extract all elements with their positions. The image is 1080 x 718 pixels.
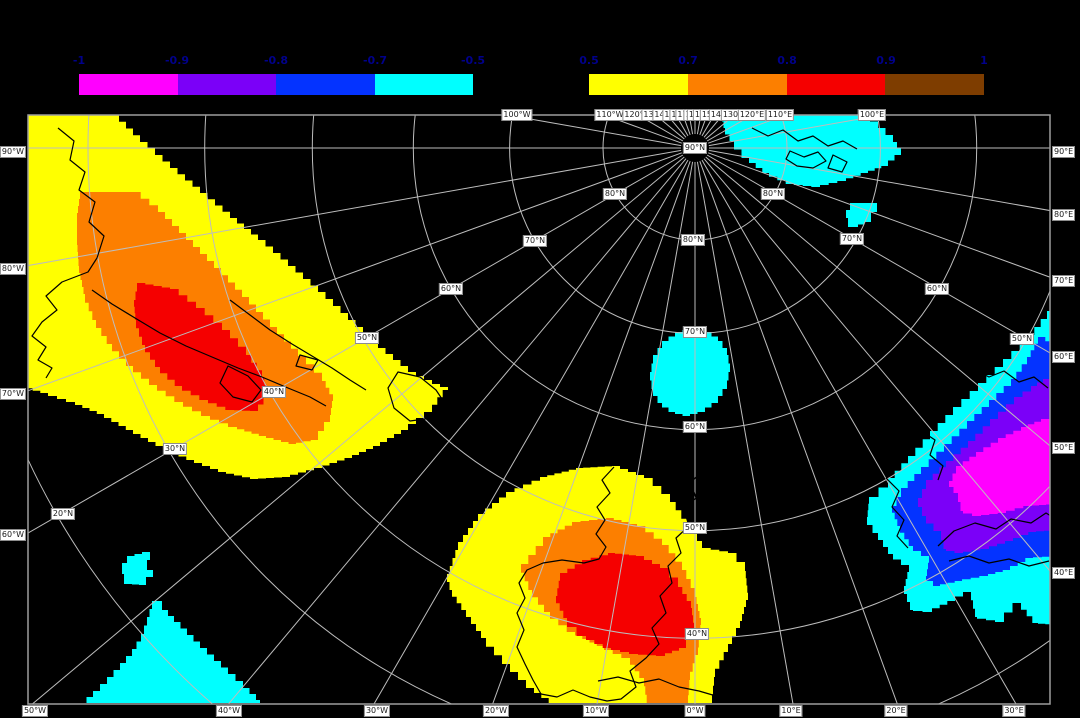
- meridian-line: [706, 154, 1050, 354]
- coastline-north-africa-coast: [597, 676, 717, 697]
- coastline-st-lawrence-coast: [91, 289, 327, 407]
- coastline-black-sea-north: [937, 512, 1050, 547]
- meridian-line: [28, 152, 682, 392]
- meridian-line: [696, 161, 794, 704]
- meridian-line: [688, 115, 694, 135]
- meridian-line: [708, 149, 1050, 212]
- meridian-line: [373, 159, 689, 704]
- meridian-line: [703, 158, 1050, 572]
- coastline-newfoundland: [387, 371, 447, 422]
- coastline-baltic-coast: [885, 477, 909, 549]
- coastline-east-europe-rivers: [972, 368, 1049, 389]
- meridian-line: [28, 149, 682, 267]
- coastline-iberia-france-coast: [516, 458, 702, 702]
- meridian-line: [699, 161, 898, 704]
- coastline-arctic-islands-b: [785, 150, 827, 169]
- contour-region-polar-blob-negative-cyan: [650, 328, 730, 416]
- map-frame: [27, 114, 1051, 705]
- meridian-line: [28, 154, 684, 534]
- coastline-anticosti-island: [295, 354, 319, 371]
- contour-region-atlantic-small-patch-negative-cyan: [122, 552, 153, 585]
- coastline-labrador-coast: [31, 127, 105, 379]
- coastline-black-sea-south: [948, 555, 1050, 567]
- coastline-nova-scotia: [219, 365, 262, 403]
- meridian-line: [596, 161, 694, 704]
- meridian-line: [492, 161, 691, 704]
- contour-region-north-america-positive-red: [134, 283, 269, 411]
- meridian-line: [708, 152, 1050, 278]
- contour-region-arctic-small-patch-negative-cyan: [846, 203, 877, 227]
- meridian-line: [701, 159, 1017, 704]
- contour-region-arctic-negative-cyan: [722, 115, 901, 187]
- coastline-arctic-islands-c: [827, 154, 848, 173]
- meridian-line: [227, 158, 687, 704]
- contour-region-east-europe-negative-magenta: [949, 419, 1050, 516]
- contour-region-atlantic-sw-negative-cyan: [80, 601, 260, 703]
- coastline-gulf-north-shore: [229, 299, 367, 391]
- meridian-line: [31, 156, 685, 704]
- meridian-line: [705, 156, 1050, 447]
- contour-region-iberia-positive-red: [556, 553, 694, 656]
- meridian-line: [696, 115, 702, 135]
- coastline-east-europe-river-2: [919, 429, 944, 481]
- coastline-arctic-islands-a: [751, 127, 858, 150]
